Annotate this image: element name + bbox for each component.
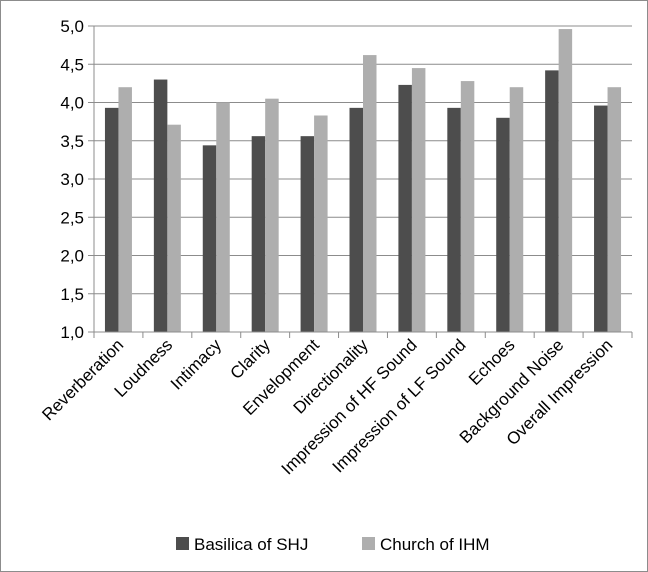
bar: [447, 108, 461, 332]
bar: [559, 29, 573, 332]
y-tick-label: 2,5: [60, 208, 84, 227]
legend-label: Basilica of SHJ: [194, 535, 308, 554]
bar: [105, 108, 119, 332]
bar: [314, 116, 328, 332]
bar: [301, 136, 315, 332]
bar: [594, 106, 608, 332]
bar: [265, 99, 279, 332]
bar: [118, 87, 132, 332]
bar: [252, 136, 266, 332]
bars: [105, 29, 621, 332]
x-tick-label: Clarity: [227, 335, 275, 383]
y-tick-label: 4,0: [60, 94, 84, 113]
legend-swatch: [362, 537, 375, 550]
y-tick-label: 5,0: [60, 17, 84, 36]
y-tick-label: 1,0: [60, 323, 84, 342]
bar: [496, 118, 510, 332]
y-tick-label: 1,5: [60, 285, 84, 304]
bar: [545, 70, 559, 332]
bar: [203, 145, 217, 332]
y-tick-label: 2,0: [60, 247, 84, 266]
bar: [398, 85, 412, 332]
y-tick-label: 4,5: [60, 55, 84, 74]
x-tick-label: Intimacy: [167, 335, 226, 394]
bar: [461, 81, 475, 332]
bar: [167, 125, 181, 332]
legend-swatch: [176, 537, 189, 550]
bar: [350, 108, 364, 332]
legend: Basilica of SHJ Church of IHM: [176, 535, 490, 554]
y-tick-label: 3,5: [60, 132, 84, 151]
y-tick-label: 3,0: [60, 170, 84, 189]
legend-label: Church of IHM: [380, 535, 490, 554]
bar: [608, 87, 622, 332]
y-axis-tick-labels: 1,0 1,5 2,0 2,5 3,0 3,5 4,0 4,5 5,0: [60, 17, 84, 342]
bar: [216, 103, 230, 333]
bar: [363, 55, 377, 332]
bar: [154, 80, 168, 332]
bar: [412, 68, 426, 332]
bar: [510, 87, 524, 332]
x-tick-label: Reverberation: [38, 335, 127, 424]
